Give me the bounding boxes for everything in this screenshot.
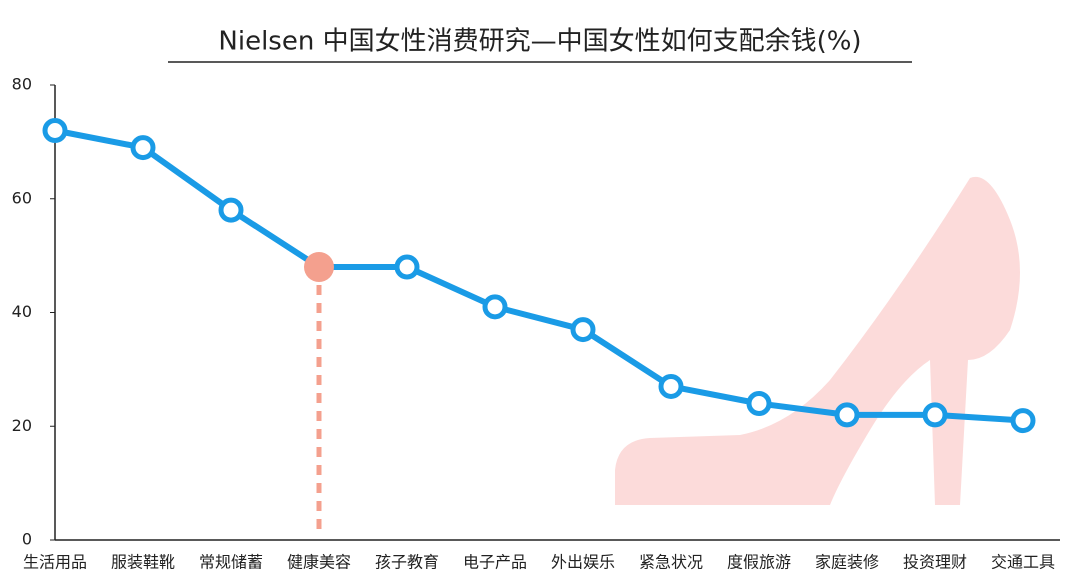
data-point — [218, 197, 244, 223]
shoe-decoration — [615, 176, 1020, 505]
data-point — [130, 135, 156, 161]
x-tick-label: 孩子教育 — [375, 553, 439, 572]
data-point — [922, 402, 948, 428]
data-line — [54, 127, 1024, 424]
x-tick-label: 家庭装修 — [815, 553, 879, 572]
y-tick-label: 60 — [12, 188, 32, 207]
x-tick-label: 生活用品 — [23, 553, 87, 572]
data-point — [834, 402, 860, 428]
x-tick-label: 常规储蓄 — [199, 553, 263, 572]
data-point — [658, 373, 684, 399]
y-tick-label: 0 — [22, 530, 32, 549]
x-tick-label: 度假旅游 — [727, 553, 791, 572]
y-tick-label: 40 — [12, 302, 32, 321]
y-tick-label: 20 — [12, 416, 32, 435]
data-point — [42, 118, 68, 143]
data-point — [482, 294, 508, 320]
data-point — [570, 317, 596, 343]
chart-title: Nielsen 中国女性消费研究—中国女性如何支配余钱(%) — [218, 27, 861, 57]
x-tick-label: 健康美容 — [287, 553, 351, 572]
x-tick-label: 服装鞋靴 — [111, 553, 175, 572]
data-point — [746, 391, 772, 416]
x-tick-label: 外出娱乐 — [551, 553, 615, 572]
data-point — [1010, 408, 1036, 434]
y-tick-label: 80 — [12, 75, 32, 94]
x-tick-label: 交通工具 — [991, 553, 1055, 572]
x-tick-label: 电子产品 — [463, 553, 527, 572]
data-point — [394, 254, 420, 280]
highlight-point — [304, 252, 334, 282]
x-tick-label: 紧急状况 — [639, 553, 703, 572]
x-tick-label: 投资理财 — [903, 553, 967, 572]
